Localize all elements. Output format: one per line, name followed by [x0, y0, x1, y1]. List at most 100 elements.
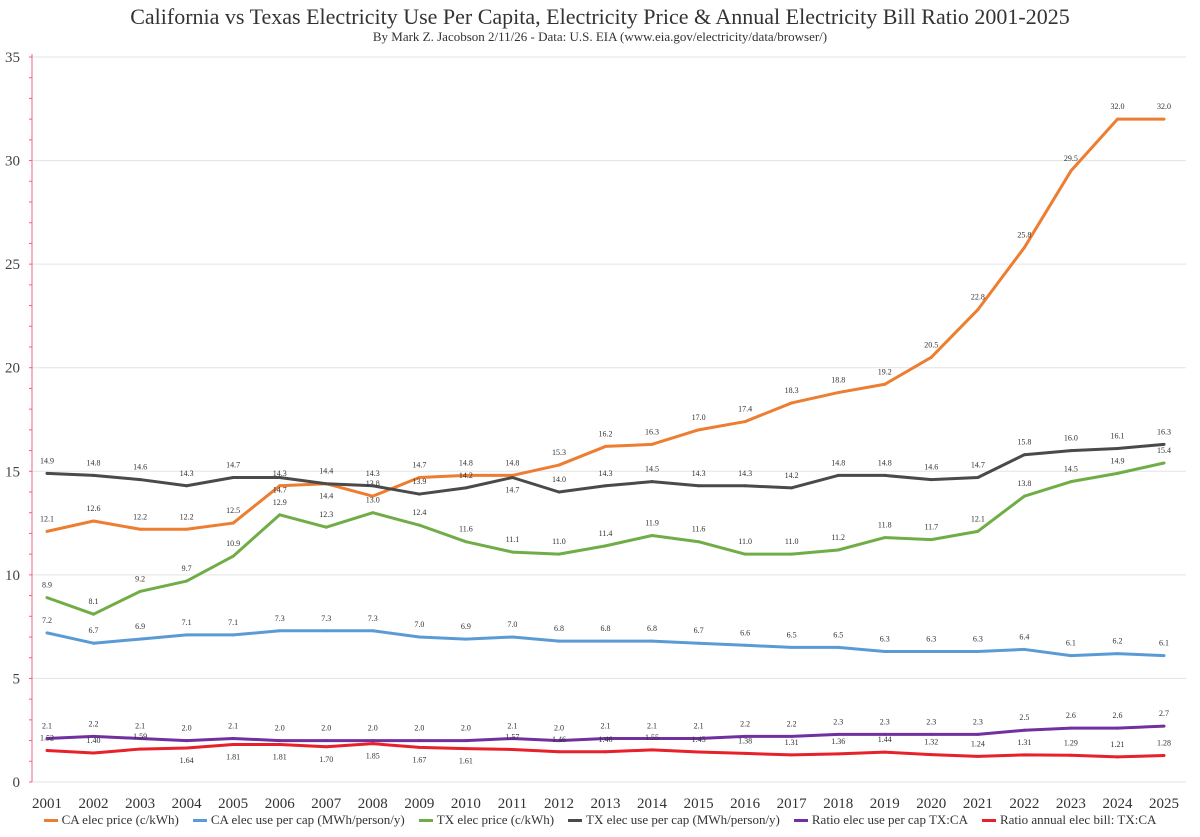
data-label: 2.1 — [647, 722, 657, 731]
data-point — [138, 478, 142, 482]
data-point — [371, 629, 375, 633]
y-tick-label: 15 — [5, 464, 20, 480]
data-point — [1069, 449, 1073, 453]
data-point — [743, 734, 747, 738]
data-label: 11.4 — [599, 529, 613, 538]
x-tick-label: 2021 — [963, 796, 993, 812]
data-label: 9.2 — [135, 574, 145, 583]
data-label: 7.3 — [368, 614, 378, 623]
data-point — [883, 536, 887, 540]
data-point — [324, 739, 328, 743]
data-point — [697, 540, 701, 544]
data-point — [790, 486, 794, 490]
data-label: 14.4 — [319, 467, 333, 476]
data-point — [697, 641, 701, 645]
data-point — [557, 490, 561, 494]
data-point — [231, 633, 235, 637]
data-label: 1.31 — [785, 738, 799, 747]
data-point — [1115, 755, 1119, 759]
data-point — [650, 737, 654, 740]
data-point — [743, 420, 747, 424]
data-point — [510, 476, 514, 479]
series-line — [46, 629, 1165, 658]
data-point — [1162, 724, 1166, 728]
data-label: 12.6 — [87, 504, 101, 513]
data-label: 17.0 — [692, 413, 706, 422]
data-label: 1.21 — [1110, 740, 1124, 749]
data-point — [790, 753, 794, 757]
legend-label: TX elec use per cap (MWh/person/y) — [586, 812, 780, 827]
data-label: 6.3 — [926, 635, 936, 644]
data-point — [836, 732, 840, 736]
data-label: 15.3 — [552, 448, 566, 457]
legend-item: TX elec price (c/kWh) — [418, 812, 555, 828]
data-point — [417, 492, 421, 496]
data-point — [92, 473, 96, 477]
data-point — [464, 747, 468, 751]
data-label: 2.0 — [414, 724, 424, 733]
data-label: 2.0 — [368, 724, 378, 733]
data-label: 14.3 — [180, 469, 194, 478]
data-label: 2.1 — [228, 722, 238, 731]
x-tick-label: 2009 — [404, 796, 434, 812]
data-point — [1022, 728, 1026, 732]
data-label: 6.5 — [833, 630, 843, 639]
data-point — [883, 473, 887, 477]
data-label: 11.0 — [552, 537, 566, 546]
data-point — [929, 732, 933, 736]
data-point — [1069, 654, 1073, 658]
legend-item: CA elec use per cap (MWh/person/y) — [192, 812, 405, 828]
data-point — [45, 596, 49, 600]
data-label: 8.1 — [89, 597, 99, 606]
data-point — [278, 629, 282, 633]
data-label: 20.5 — [924, 340, 938, 349]
data-label: 10.9 — [226, 539, 240, 548]
data-point — [417, 476, 421, 479]
data-label: 14.6 — [133, 463, 147, 472]
data-point — [45, 529, 49, 533]
data-label: 7.2 — [42, 616, 52, 625]
data-point — [1162, 442, 1166, 446]
data-label: 13.8 — [366, 479, 380, 488]
data-point — [92, 612, 96, 616]
data-point — [510, 747, 514, 751]
data-label: 12.1 — [40, 514, 54, 523]
data-point — [278, 743, 282, 747]
x-tick-label: 2018 — [823, 796, 853, 812]
legend-label: Ratio elec use per cap TX:CA — [811, 812, 968, 827]
data-label: 14.0 — [552, 475, 566, 484]
data-point — [604, 444, 607, 448]
x-tick-label: 2008 — [358, 796, 388, 812]
x-tick-label: 2016 — [730, 796, 761, 812]
data-point — [371, 494, 375, 498]
data-point — [883, 650, 887, 653]
data-label: 1.70 — [319, 755, 333, 764]
data-point — [929, 538, 933, 542]
data-point — [324, 482, 328, 486]
data-point — [929, 753, 933, 757]
chart-subtitle: By Mark Z. Jacobson 2/11/26 - Data: U.S.… — [372, 29, 828, 44]
data-label: 2.1 — [507, 722, 517, 731]
data-point — [464, 637, 468, 641]
data-label: 1.32 — [924, 738, 938, 747]
data-point — [1022, 494, 1026, 498]
legend-label: Ratio annual elec bill: TX:CA — [999, 812, 1157, 827]
x-tick-label: 2001 — [32, 796, 62, 812]
data-label: 32.0 — [1110, 102, 1124, 111]
data-point — [836, 473, 840, 477]
data-point — [92, 519, 96, 523]
data-label: 14.7 — [412, 461, 426, 470]
data-label: 6.7 — [89, 626, 99, 635]
data-label: 2.0 — [461, 724, 471, 733]
y-tick-label: 35 — [5, 50, 20, 66]
data-point — [1069, 169, 1073, 173]
data-label: 6.3 — [973, 635, 983, 644]
data-point — [650, 442, 654, 446]
data-point — [929, 355, 933, 359]
data-label: 8.9 — [42, 581, 52, 590]
data-label: 11.0 — [738, 537, 752, 546]
legend-label: TX elec price (c/kWh) — [436, 812, 555, 827]
data-label: 1.64 — [180, 756, 194, 765]
data-label: 6.8 — [647, 624, 657, 633]
